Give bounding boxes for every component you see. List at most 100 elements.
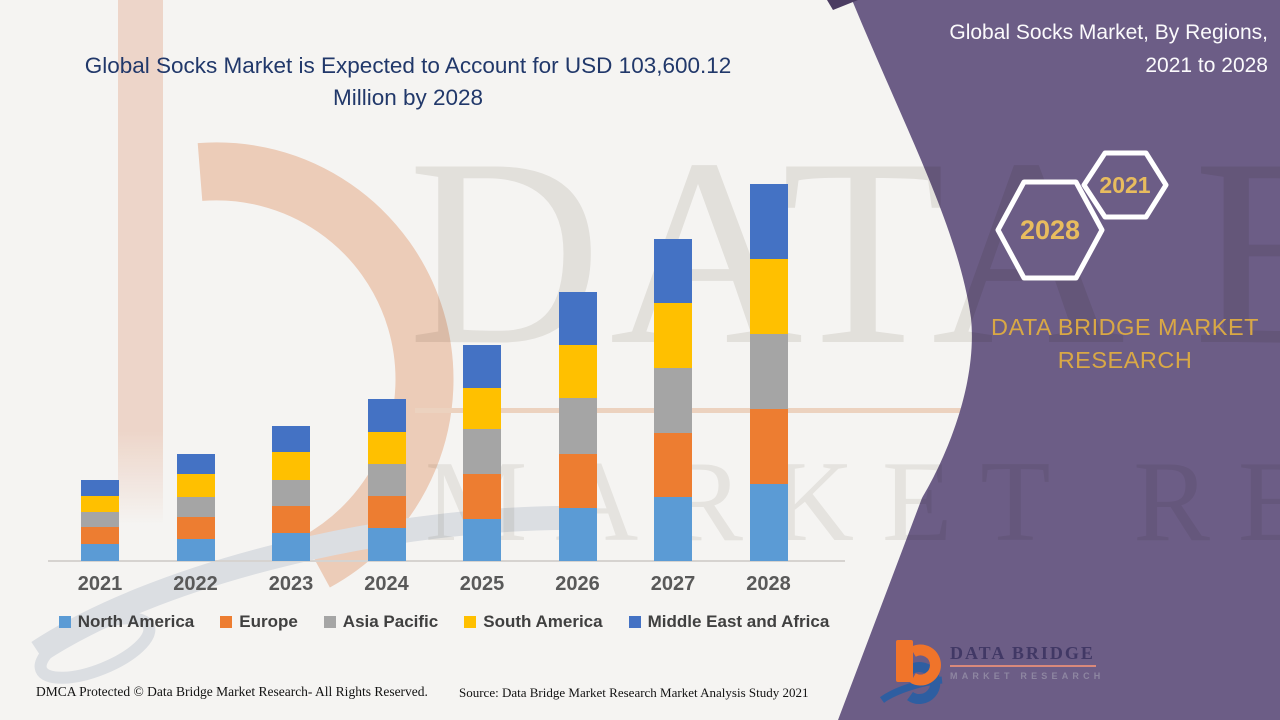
- x-axis-label: 2027: [650, 573, 696, 595]
- legend-item-south-america: South America: [464, 612, 603, 632]
- bar-segment-middle-east-and-africa: [81, 480, 119, 497]
- panel-title-line2: 2021 to 2028: [1145, 54, 1268, 77]
- logo-b-stem-icon: [896, 640, 913, 682]
- bar-segment-south-america: [749, 258, 788, 335]
- chart-legend: North America Europe Asia Pacific South Ame…: [34, 612, 854, 632]
- chart-title: Global Socks Market is Expected to Accou…: [48, 50, 768, 114]
- bar-segment-south-america: [367, 431, 406, 464]
- x-axis-label: 2023: [268, 573, 314, 595]
- legend-swatch-icon: [323, 616, 336, 628]
- bar-segment-north-america: [749, 484, 788, 561]
- brand-text-line1: DATA BRIDGE MARKET: [991, 314, 1259, 340]
- bar-segment-north-america: [558, 507, 597, 561]
- stacked-bar-2024: [367, 399, 406, 561]
- x-axis-label: 2021: [77, 573, 123, 595]
- stacked-bar-2026: [558, 292, 597, 561]
- legend-swatch-icon: [58, 616, 71, 628]
- bar-segment-middle-east-and-africa: [176, 453, 215, 474]
- bar-segment-asia-pacific: [367, 463, 406, 497]
- brand-text: DATA BRIDGE MARKET RESEARCH: [955, 311, 1280, 377]
- legend-label: North America: [77, 612, 195, 631]
- bar-segment-asia-pacific: [558, 397, 597, 454]
- bar-segment-asia-pacific: [81, 512, 119, 528]
- bar-segment-asia-pacific: [272, 480, 310, 506]
- logo-b-bowl-icon: [910, 644, 941, 686]
- logo-tagline: MARKET RESEARCH: [950, 671, 1105, 681]
- ribbon-fold-icon: [827, 0, 858, 10]
- bar-segment-europe: [272, 506, 310, 534]
- bar-segment-south-america: [654, 303, 692, 368]
- footer-source: Source: Data Bridge Market Research Mark…: [459, 685, 809, 700]
- logo-text-block: DATA BRIDGE MARKET RESEARCH: [950, 643, 1170, 681]
- legend-swatch-icon: [628, 616, 641, 628]
- bar-segment-south-america: [81, 496, 119, 512]
- bar-segment-europe: [654, 432, 692, 497]
- bar-segment-middle-east-and-africa: [558, 292, 597, 346]
- x-axis-label: 2028: [746, 573, 791, 595]
- hexagon-2021-label: 2021: [1099, 172, 1151, 198]
- x-axis-line: [48, 560, 845, 562]
- bar-segment-south-america: [463, 387, 501, 429]
- bar-segment-asia-pacific: [176, 497, 215, 518]
- bar-segment-north-america: [272, 533, 310, 561]
- bar-segment-north-america: [367, 528, 406, 561]
- ribbon-shape: [838, 0, 1280, 720]
- brand-text-line2: RESEARCH: [1057, 347, 1193, 373]
- bar-segment-middle-east-and-africa: [463, 344, 501, 388]
- bar-segment-north-america: [654, 496, 692, 561]
- stacked-bar-2021: [81, 480, 119, 561]
- bar-segment-middle-east-and-africa: [272, 426, 310, 452]
- chart-title-line2: Million by 2028: [332, 85, 484, 110]
- bar-segment-europe: [558, 453, 597, 508]
- logo-d-bowl-icon: [907, 662, 941, 704]
- bar-segment-middle-east-and-africa: [367, 399, 406, 432]
- legend-swatch-icon: [464, 616, 477, 628]
- legend-label: Asia Pacific: [342, 612, 439, 631]
- bar-segment-south-america: [272, 451, 310, 480]
- panel-title: Global Socks Market, By Regions, 2021 to…: [848, 16, 1268, 82]
- bar-segment-europe: [176, 517, 215, 540]
- bar-segment-asia-pacific: [749, 334, 788, 410]
- stacked-bar-2022: [176, 453, 215, 561]
- dbmr-logo-icon: [880, 640, 943, 704]
- stacked-bar-2025: [463, 344, 501, 561]
- bar-segment-south-america: [176, 473, 215, 498]
- legend-label: South America: [483, 612, 603, 631]
- bar-segment-europe: [749, 409, 788, 485]
- bar-segment-europe: [463, 473, 501, 519]
- legend-item-middle-east-and-africa: Middle East and Africa: [628, 612, 830, 632]
- stacked-bar-2023: [272, 426, 310, 561]
- bar-segment-asia-pacific: [654, 367, 692, 433]
- legend-swatch-icon: [220, 616, 233, 628]
- x-axis-label: 2025: [459, 573, 505, 595]
- x-axis-label: 2022: [173, 573, 218, 595]
- legend-item-europe: Europe: [220, 612, 298, 632]
- logo-underline-icon: [950, 665, 1096, 667]
- bar-segment-north-america: [81, 544, 119, 561]
- hexagon-2021-icon: [1081, 150, 1169, 220]
- legend-label: Middle East and Africa: [647, 612, 830, 631]
- bar-segment-europe: [81, 527, 119, 545]
- bar-segment-middle-east-and-africa: [749, 184, 788, 259]
- logo-name: DATA BRIDGE: [950, 643, 1095, 663]
- legend-label: Europe: [239, 612, 298, 631]
- bar-segment-north-america: [463, 519, 501, 561]
- hexagons-icon: [995, 150, 1169, 281]
- footer-dmca: DMCA Protected © Data Bridge Market Rese…: [36, 684, 428, 699]
- bar-segment-europe: [367, 496, 406, 529]
- x-axis-label: 2026: [555, 573, 600, 595]
- hexagon-2028-label: 2028: [1019, 215, 1081, 245]
- bar-segment-middle-east-and-africa: [654, 238, 692, 304]
- bar-segment-south-america: [558, 345, 597, 398]
- hexagon-2028-icon: [995, 179, 1105, 281]
- stacked-bar-2028: [749, 184, 788, 561]
- bar-segment-asia-pacific: [463, 428, 501, 474]
- stacked-bar-2027: [654, 238, 692, 561]
- panel-title-line1: Global Socks Market, By Regions,: [949, 21, 1268, 44]
- legend-item-asia-pacific: Asia Pacific: [323, 612, 439, 632]
- x-axis-label: 2024: [364, 573, 409, 595]
